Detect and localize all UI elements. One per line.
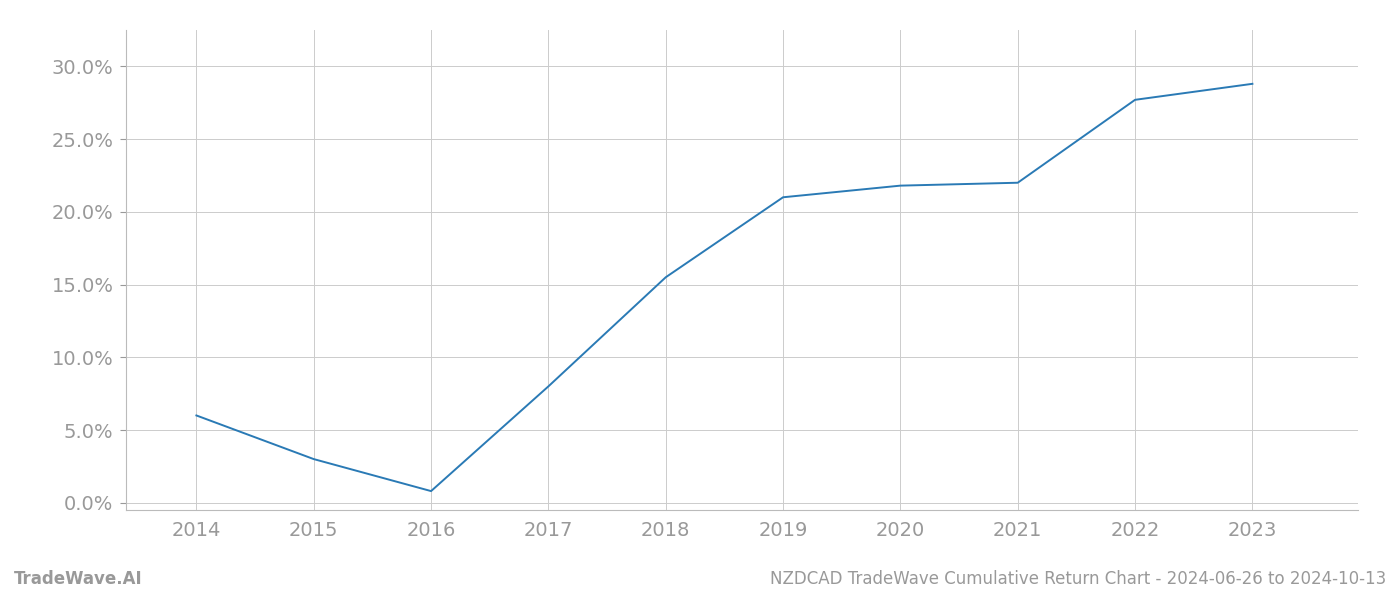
Text: NZDCAD TradeWave Cumulative Return Chart - 2024-06-26 to 2024-10-13: NZDCAD TradeWave Cumulative Return Chart…	[770, 570, 1386, 588]
Text: TradeWave.AI: TradeWave.AI	[14, 570, 143, 588]
